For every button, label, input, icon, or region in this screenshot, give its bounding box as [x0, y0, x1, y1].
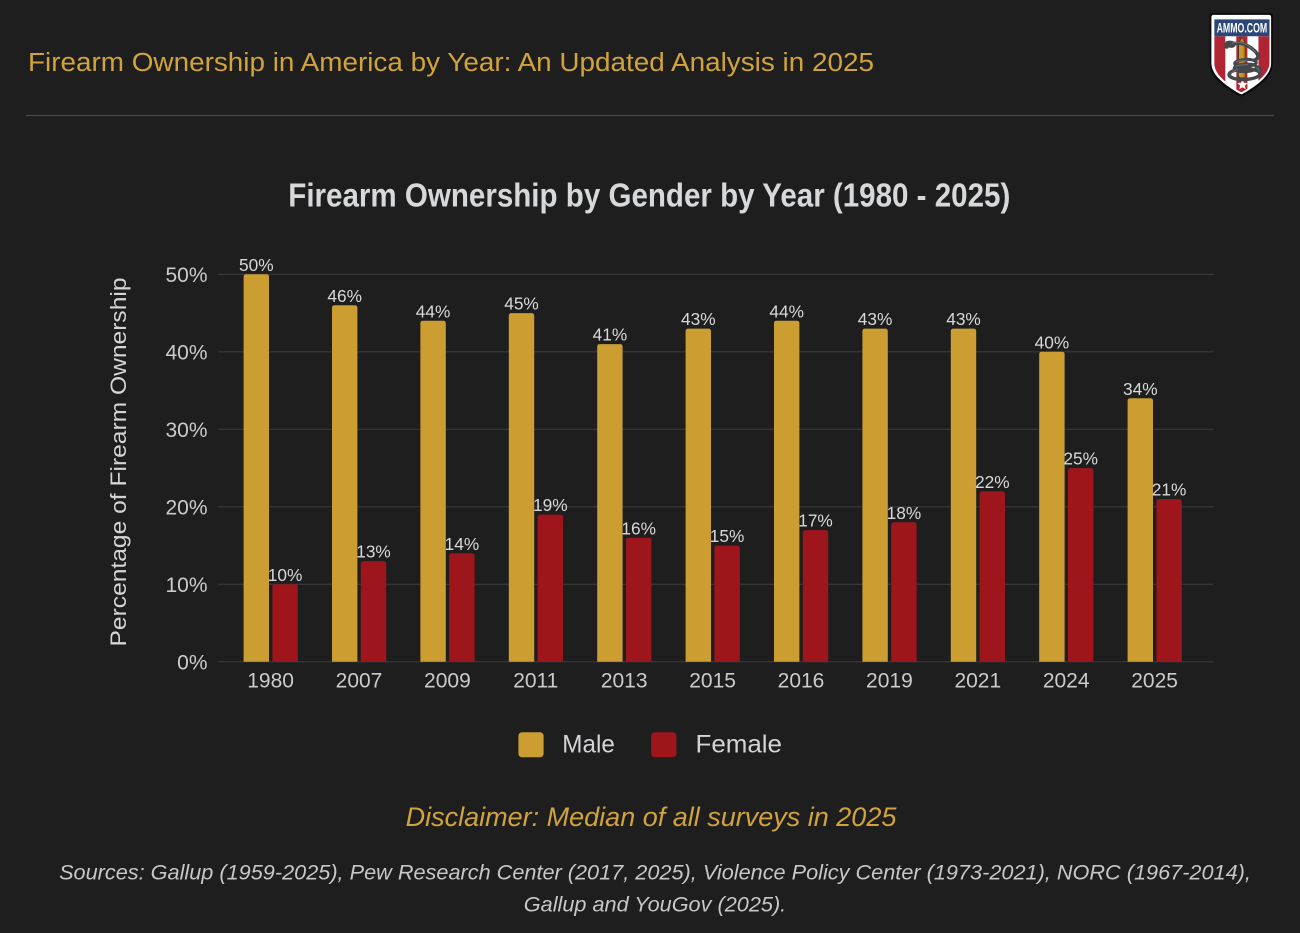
svg-text:AMMO.COM: AMMO.COM	[1217, 21, 1268, 36]
svg-text:1980: 1980	[247, 670, 294, 693]
svg-text:50%: 50%	[239, 255, 274, 275]
svg-text:19%: 19%	[533, 495, 568, 515]
svg-text:43%: 43%	[858, 309, 893, 329]
svg-text:22%: 22%	[975, 472, 1010, 492]
svg-text:40%: 40%	[1035, 332, 1070, 352]
svg-text:46%: 46%	[327, 286, 362, 306]
svg-text:2019: 2019	[866, 670, 913, 693]
svg-text:2021: 2021	[954, 670, 1001, 693]
svg-text:44%: 44%	[416, 301, 451, 321]
svg-text:40%: 40%	[165, 341, 207, 364]
svg-text:10%: 10%	[268, 565, 303, 585]
svg-text:30%: 30%	[165, 419, 207, 442]
svg-text:45%: 45%	[504, 294, 539, 314]
svg-text:43%: 43%	[946, 309, 981, 329]
svg-text:43%: 43%	[681, 309, 716, 329]
svg-text:15%: 15%	[710, 526, 745, 546]
svg-text:21%: 21%	[1152, 480, 1187, 500]
svg-text:Male: Male	[562, 731, 615, 759]
svg-text:16%: 16%	[621, 518, 656, 538]
svg-text:20%: 20%	[165, 496, 207, 519]
svg-text:2025: 2025	[1131, 670, 1178, 693]
svg-text:2011: 2011	[513, 670, 558, 693]
svg-text:0%: 0%	[177, 651, 207, 674]
svg-text:2007: 2007	[336, 670, 383, 693]
svg-text:2016: 2016	[778, 670, 825, 693]
svg-text:2024: 2024	[1043, 670, 1090, 693]
svg-text:10%: 10%	[165, 574, 207, 597]
svg-text:17%: 17%	[798, 511, 833, 531]
svg-text:Firearm Ownership by Gender by: Firearm Ownership by Gender by Year (198…	[288, 177, 1010, 214]
svg-text:50%: 50%	[165, 264, 207, 287]
svg-text:Disclaimer: Median of all surv: Disclaimer: Median of all surveys in 202…	[406, 802, 898, 832]
svg-text:44%: 44%	[769, 301, 804, 321]
svg-text:Percentage of Firearm Ownershi: Percentage of Firearm Ownership	[106, 278, 131, 647]
svg-text:Female: Female	[696, 731, 783, 759]
svg-text:34%: 34%	[1123, 379, 1158, 399]
svg-text:2013: 2013	[601, 670, 648, 693]
svg-text:13%: 13%	[356, 542, 391, 562]
svg-text:14%: 14%	[445, 534, 480, 554]
svg-text:Gallup and YouGov (2025).: Gallup and YouGov (2025).	[524, 892, 786, 917]
svg-text:Firearm Ownership in America b: Firearm Ownership in America by Year: An…	[28, 49, 874, 77]
svg-text:25%: 25%	[1063, 449, 1098, 469]
svg-text:41%: 41%	[593, 325, 628, 345]
svg-text:Sources: Gallup (1959-2025), P: Sources: Gallup (1959-2025), Pew Researc…	[59, 859, 1251, 884]
svg-text:2015: 2015	[689, 670, 736, 693]
svg-text:18%: 18%	[887, 503, 922, 523]
svg-text:2009: 2009	[424, 670, 471, 693]
